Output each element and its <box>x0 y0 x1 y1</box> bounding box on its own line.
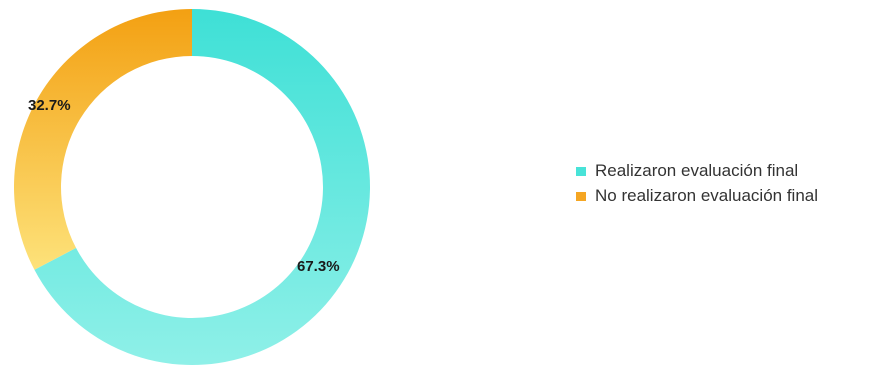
legend-label-no-realizaron: No realizaron evaluación final <box>595 186 819 205</box>
chart-legend: Realizaron evaluación final No realizaro… <box>576 159 818 209</box>
legend-item-realizaron[interactable]: Realizaron evaluación final <box>576 159 818 183</box>
legend-swatch-realizaron <box>576 166 586 176</box>
slice-no-realizaron[interactable] <box>13 9 193 270</box>
legend-item-no-realizaron[interactable]: No realizaron evaluación final <box>576 184 818 208</box>
legend-label-realizaron: Realizaron evaluación final <box>595 161 799 180</box>
data-label-realizaron: 67.3% <box>297 258 340 275</box>
legend-swatch-no-realizaron <box>576 191 586 201</box>
data-label-no-realizaron: 32.7% <box>28 97 71 114</box>
